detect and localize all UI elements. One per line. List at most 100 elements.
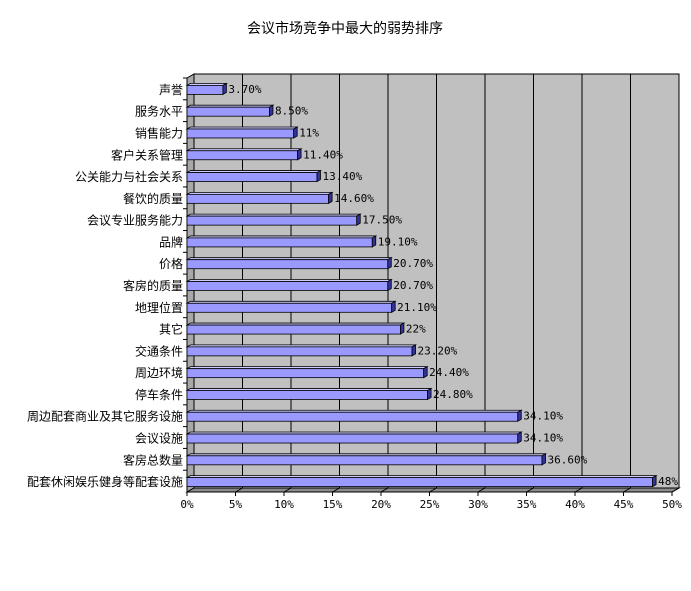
bar-end: [387, 257, 392, 270]
bar: [186, 477, 654, 488]
bar-end: [423, 365, 428, 379]
x-tick-label: 35%: [517, 498, 537, 511]
bar-end: [517, 431, 522, 444]
data-label: 20.70%: [393, 279, 433, 292]
data-label: 11%: [299, 126, 319, 139]
bar-end: [399, 322, 405, 335]
bar: [186, 259, 389, 270]
category-label: 客房的质量: [123, 278, 183, 293]
category-label: 地理位置: [135, 300, 183, 315]
category-label: 服务水平: [135, 104, 183, 119]
floor-gridline: [671, 487, 680, 493]
category-label: 客户关系管理: [111, 147, 183, 162]
bar-end: [652, 474, 657, 488]
data-label: 34.10%: [523, 410, 563, 423]
bar: [186, 411, 519, 422]
data-label: 8.50%: [275, 105, 308, 118]
floor-gridline: [477, 487, 486, 493]
floor-gridline: [574, 487, 583, 493]
category-label: 交通条件: [135, 343, 183, 358]
x-tick-label: 40%: [565, 498, 585, 511]
bar-end: [391, 300, 396, 313]
bar: [186, 390, 428, 400]
data-label: 11.40%: [303, 148, 343, 161]
x-tick-label: 30%: [468, 498, 488, 511]
bar: [186, 215, 358, 226]
data-label: 21.10%: [397, 301, 437, 314]
floor-gridline: [332, 487, 340, 493]
data-label: 17.50%: [362, 214, 402, 227]
floor-gridline: [283, 487, 292, 493]
floor-gridline: [429, 487, 437, 493]
category-label: 周边环境: [135, 365, 183, 380]
bar: [186, 84, 224, 95]
data-label: 14.60%: [334, 192, 374, 205]
x-tick-label: 10%: [274, 498, 294, 511]
bar-end: [293, 126, 298, 139]
bar-end: [328, 191, 333, 205]
category-label: 会议专业服务能力: [87, 213, 183, 228]
category-label: 停车条件: [135, 387, 183, 402]
x-tick-label: 50%: [662, 498, 682, 511]
bar: [186, 128, 295, 139]
data-label: 24.40%: [429, 366, 469, 379]
category-label: 其它: [159, 322, 183, 337]
category-label: 销售能力: [135, 125, 183, 140]
data-label: 20.70%: [393, 257, 433, 270]
bar-end: [297, 148, 302, 161]
data-label: 3.70%: [228, 83, 261, 96]
bar: [186, 193, 330, 204]
bar: [186, 237, 373, 248]
data-label: 36.60%: [548, 453, 588, 466]
chart-title: 会议市场竞争中最大的弱势排序: [247, 20, 443, 37]
bar-end: [411, 344, 416, 357]
bar: [186, 302, 393, 313]
data-label: 13.40%: [322, 170, 362, 183]
data-label: 22%: [406, 323, 426, 336]
bar-end: [517, 409, 522, 422]
bar-end: [387, 278, 392, 292]
floor-gridline: [235, 487, 243, 493]
floor-gridline: [526, 487, 534, 493]
data-label: 23.20%: [418, 344, 458, 357]
bar: [186, 281, 389, 291]
bar-end: [316, 169, 321, 183]
category-label: 公关能力与社会关系: [75, 169, 183, 184]
x-tick-label: 20%: [371, 498, 391, 511]
x-tick-label: 0%: [180, 498, 194, 511]
bar-end: [541, 453, 546, 466]
x-tick-label: 45%: [614, 498, 634, 511]
floor-gridline: [380, 487, 389, 493]
bar: [186, 106, 270, 117]
category-label: 客房总数量: [123, 452, 183, 467]
category-label: 周边配套商业及其它服务设施: [27, 409, 183, 424]
data-label: 24.80%: [433, 388, 473, 401]
x-tick-label: 15%: [323, 498, 343, 511]
category-label: 会议设施: [135, 432, 183, 446]
bar-end: [269, 104, 274, 117]
category-label: 配套休闲娱乐健身等配套设施: [27, 474, 183, 489]
bar: [186, 346, 413, 357]
bar-end: [427, 387, 432, 401]
category-label: 餐饮的质量: [123, 191, 183, 206]
floor-gridline: [623, 487, 631, 493]
bar: [186, 455, 543, 466]
category-label: 品牌: [159, 235, 183, 249]
bar: [186, 368, 425, 379]
bar: [186, 324, 401, 335]
x-tick-label: 25%: [420, 498, 440, 511]
bar-end: [356, 213, 361, 226]
data-label: 34.10%: [523, 432, 563, 445]
bar: [186, 150, 298, 161]
bar-end: [222, 82, 227, 96]
bar: [186, 433, 519, 444]
plot-area: 0% 5% 10% 15% 20% 25% 30% 35% 40% 45% 50% 声誉 3.70% 服务…: [27, 73, 682, 511]
category-label: 声誉: [159, 83, 183, 97]
x-tick-label: 5%: [229, 498, 243, 511]
bar: [186, 172, 318, 182]
data-label: 19.10%: [378, 235, 418, 248]
bar-end: [371, 235, 377, 248]
category-label: 价格: [159, 256, 183, 271]
data-label: 48%: [658, 475, 678, 488]
